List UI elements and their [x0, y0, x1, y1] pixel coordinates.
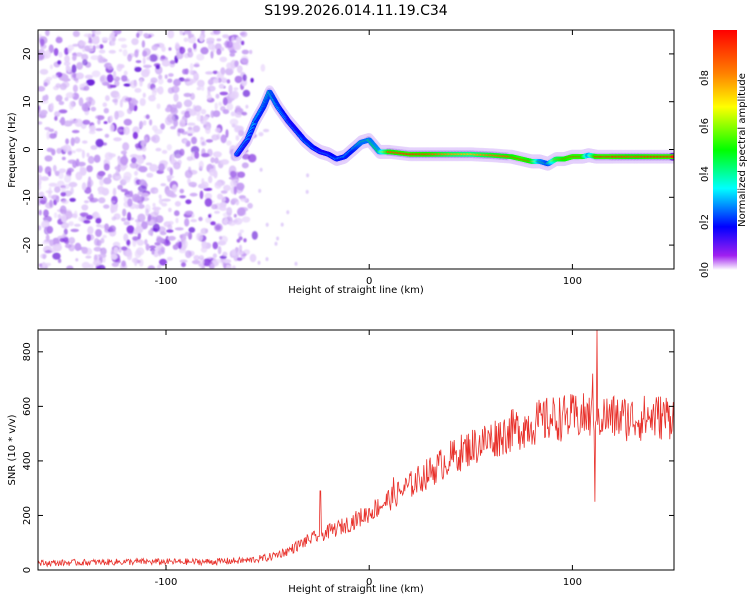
snr-xtick-label: -100 — [155, 577, 178, 588]
snr-ticks: -100 0 100 0 200 400 600 800 — [22, 330, 674, 588]
snr-xtick-label: 100 — [563, 577, 582, 588]
spectrogram-ylabel: Frequency (Hz) — [7, 112, 18, 188]
snr-frame — [37, 329, 675, 571]
snr-plot-area — [38, 330, 674, 568]
colorbar-tick-label: 0.6 — [700, 118, 711, 134]
colorbar-label: Normalized spectral amplitude — [737, 73, 748, 227]
snr-ylabel: SNR (10 * v/v) — [7, 414, 18, 485]
spectrogram-xtick-label: 100 — [563, 276, 582, 287]
spectrogram-xtick-label: -100 — [155, 276, 178, 287]
spectrogram-xlabel: Height of straight line (km) — [288, 285, 424, 296]
colorbar-gradient — [713, 30, 737, 270]
spectrogram-heatmap — [38, 30, 674, 269]
colorbar-tick-label: 0.8 — [700, 70, 711, 86]
spectrogram-ytick-label: 0 — [22, 146, 33, 152]
snr-xtick-label: 0 — [366, 577, 372, 588]
snr-xlabel: Height of straight line (km) — [288, 584, 424, 595]
spectrogram-noise — [38, 30, 310, 269]
snr-ytick-label: 400 — [22, 451, 33, 470]
snr-panel: -100 0 100 0 200 400 600 800 Height of straight… — [7, 329, 675, 595]
spectrogram-ytick-label: -10 — [22, 189, 33, 205]
snr-ytick-label: 0 — [22, 567, 33, 573]
snr-ytick-label: 800 — [22, 342, 33, 361]
colorbar: 0.0 0.2 0.4 0.6 0.8 Normalized spectral ampl… — [699, 30, 748, 278]
colorbar-tick-label: 0.2 — [700, 214, 711, 230]
snr-ytick-label: 200 — [22, 506, 33, 525]
colorbar-ticks: 0.0 0.2 0.4 0.6 0.8 — [699, 70, 711, 278]
spectrogram-ytick-label: -20 — [22, 237, 33, 253]
colorbar-tick-label: 0.4 — [700, 166, 711, 182]
snr-ytick-label: 600 — [22, 397, 33, 416]
spectrogram-ytick-label: 20 — [22, 48, 33, 61]
chart-title: S199.2026.014.11.19.C34 — [264, 3, 448, 19]
snr-series-line — [38, 330, 674, 568]
spectrogram-ytick-label: 10 — [22, 95, 33, 108]
spectrogram-xtick-label: 0 — [366, 276, 372, 287]
spectrogram-ridge — [234, 89, 674, 167]
colorbar-tick-label: 0.0 — [700, 262, 711, 278]
